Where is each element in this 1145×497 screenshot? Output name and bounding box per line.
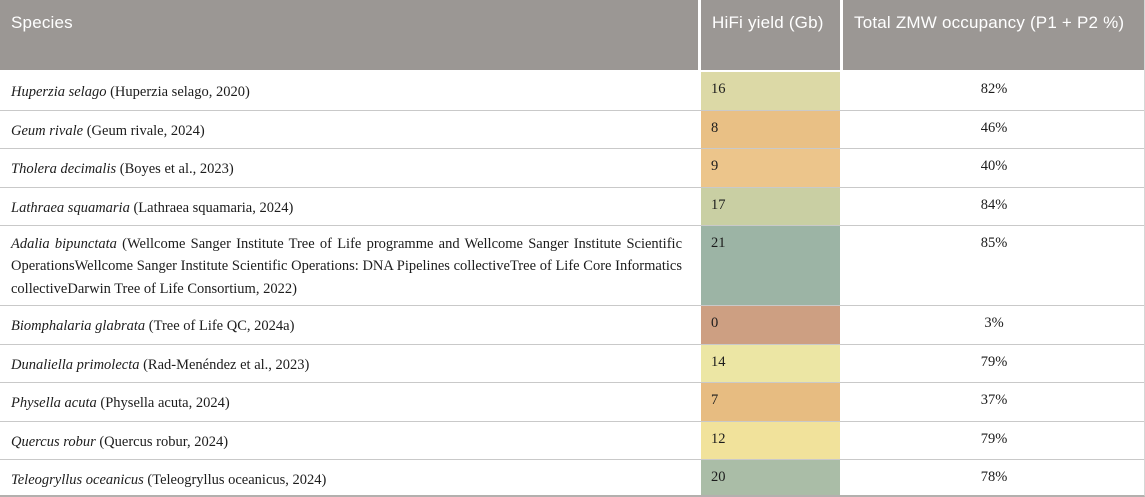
species-citation: (Quercus robur, 2024) [99, 433, 229, 450]
species-cell: Adalia bipunctata (Wellcome Sanger Insti… [0, 226, 698, 305]
species-cell: Biomphalaria glabrata (Tree of Life QC, … [0, 306, 698, 344]
species-name: Adalia bipunctata [11, 236, 117, 252]
header-hifi-yield: HiFi yield (Gb) [701, 0, 840, 70]
table-row: Dunaliella primolecta (Rad-Menéndez et a… [0, 344, 1144, 383]
occupancy-cell: 79% [980, 430, 1008, 447]
species-cell: Quercus robur (Quercus robur, 2024) [0, 422, 698, 460]
table-row: Physella acuta (Physella acuta, 2024) 7 … [0, 383, 1144, 422]
species-citation: (Tree of Life QC, 2024a) [148, 318, 295, 334]
hifi-yield-cell: 14 [701, 344, 840, 382]
species-name: Tholera decimalis [11, 161, 117, 177]
hifi-yield-cell: 12 [701, 421, 840, 459]
occupancy-cell: 40% [980, 158, 1008, 174]
table-row: Adalia bipunctata (Wellcome Sanger Insti… [0, 226, 1144, 306]
species-cell: Lathraea squamaria (Lathraea squamaria, … [0, 188, 698, 226]
occupancy-cell: 78% [980, 469, 1008, 485]
table-row: Quercus robur (Quercus robur, 2024) 12 7… [0, 421, 1144, 460]
hifi-yield-cell: 8 [701, 110, 840, 148]
species-citation: (Geum rivale, 2024) [86, 122, 205, 139]
species-name: Dunaliella primolecta [11, 356, 140, 373]
hifi-yield-cell: 17 [701, 187, 840, 225]
species-cell: Tholera decimalis (Boyes et al., 2023) [0, 149, 698, 187]
species-citation: (Physella acuta, 2024) [100, 395, 230, 411]
species-citation: (Teleogryllus oceanicus, 2024) [147, 472, 327, 488]
occupancy-cell: 82% [980, 81, 1008, 97]
species-name: Biomphalaria glabrata [11, 318, 146, 334]
species-citation: (Wellcome Sanger Institute Tree of Life … [11, 236, 683, 297]
occupancy-cell: 79% [980, 353, 1008, 370]
table-row: Tholera decimalis (Boyes et al., 2023) 9… [0, 149, 1144, 188]
table-row: Teleogryllus oceanicus (Teleogryllus oce… [0, 460, 1144, 495]
species-name: Teleogryllus oceanicus [11, 472, 144, 488]
hifi-yield-cell: 9 [701, 149, 840, 187]
hifi-yield-cell: 7 [701, 383, 840, 421]
table-row: Geum rivale (Geum rivale, 2024) 8 46% [0, 110, 1144, 149]
occupancy-cell: 3% [984, 315, 1004, 331]
header-zmw-occupancy: Total ZMW occupancy (P1 + P2 %) [843, 0, 1144, 70]
species-name: Lathraea squamaria [11, 199, 130, 216]
table-header-row: Species HiFi yield (Gb) Total ZMW occupa… [0, 0, 1144, 70]
species-name: Huperzia selago [11, 84, 107, 100]
species-cell: Teleogryllus oceanicus (Teleogryllus oce… [0, 460, 698, 495]
hifi-yield-cell: 20 [701, 460, 840, 495]
hifi-yield-cell: 21 [701, 226, 840, 305]
table-row: Huperzia selago (Huperzia selago, 2020) … [0, 72, 1144, 111]
species-name: Quercus robur [11, 433, 96, 450]
species-name: Geum rivale [11, 122, 84, 139]
hifi-yield-cell: 0 [701, 306, 840, 344]
species-cell: Dunaliella primolecta (Rad-Menéndez et a… [0, 345, 698, 383]
occupancy-cell: 85% [980, 235, 1008, 251]
species-citation: (Huperzia selago, 2020) [110, 84, 250, 100]
table-row: Lathraea squamaria (Lathraea squamaria, … [0, 187, 1144, 226]
species-cell: Huperzia selago (Huperzia selago, 2020) [0, 72, 698, 110]
table-row: Biomphalaria glabrata (Tree of Life QC, … [0, 306, 1144, 345]
occupancy-cell: 84% [980, 196, 1008, 213]
species-cell: Geum rivale (Geum rivale, 2024) [0, 111, 698, 149]
species-citation: (Rad-Menéndez et al., 2023) [143, 356, 310, 373]
header-species: Species [0, 0, 698, 70]
species-name: Physella acuta [11, 395, 97, 411]
hifi-yield-cell: 16 [701, 72, 840, 110]
species-citation: (Lathraea squamaria, 2024) [133, 199, 294, 216]
occupancy-cell: 37% [980, 392, 1008, 408]
species-cell: Physella acuta (Physella acuta, 2024) [0, 383, 698, 421]
species-citation: (Boyes et al., 2023) [119, 161, 234, 177]
occupancy-cell: 46% [980, 119, 1008, 136]
